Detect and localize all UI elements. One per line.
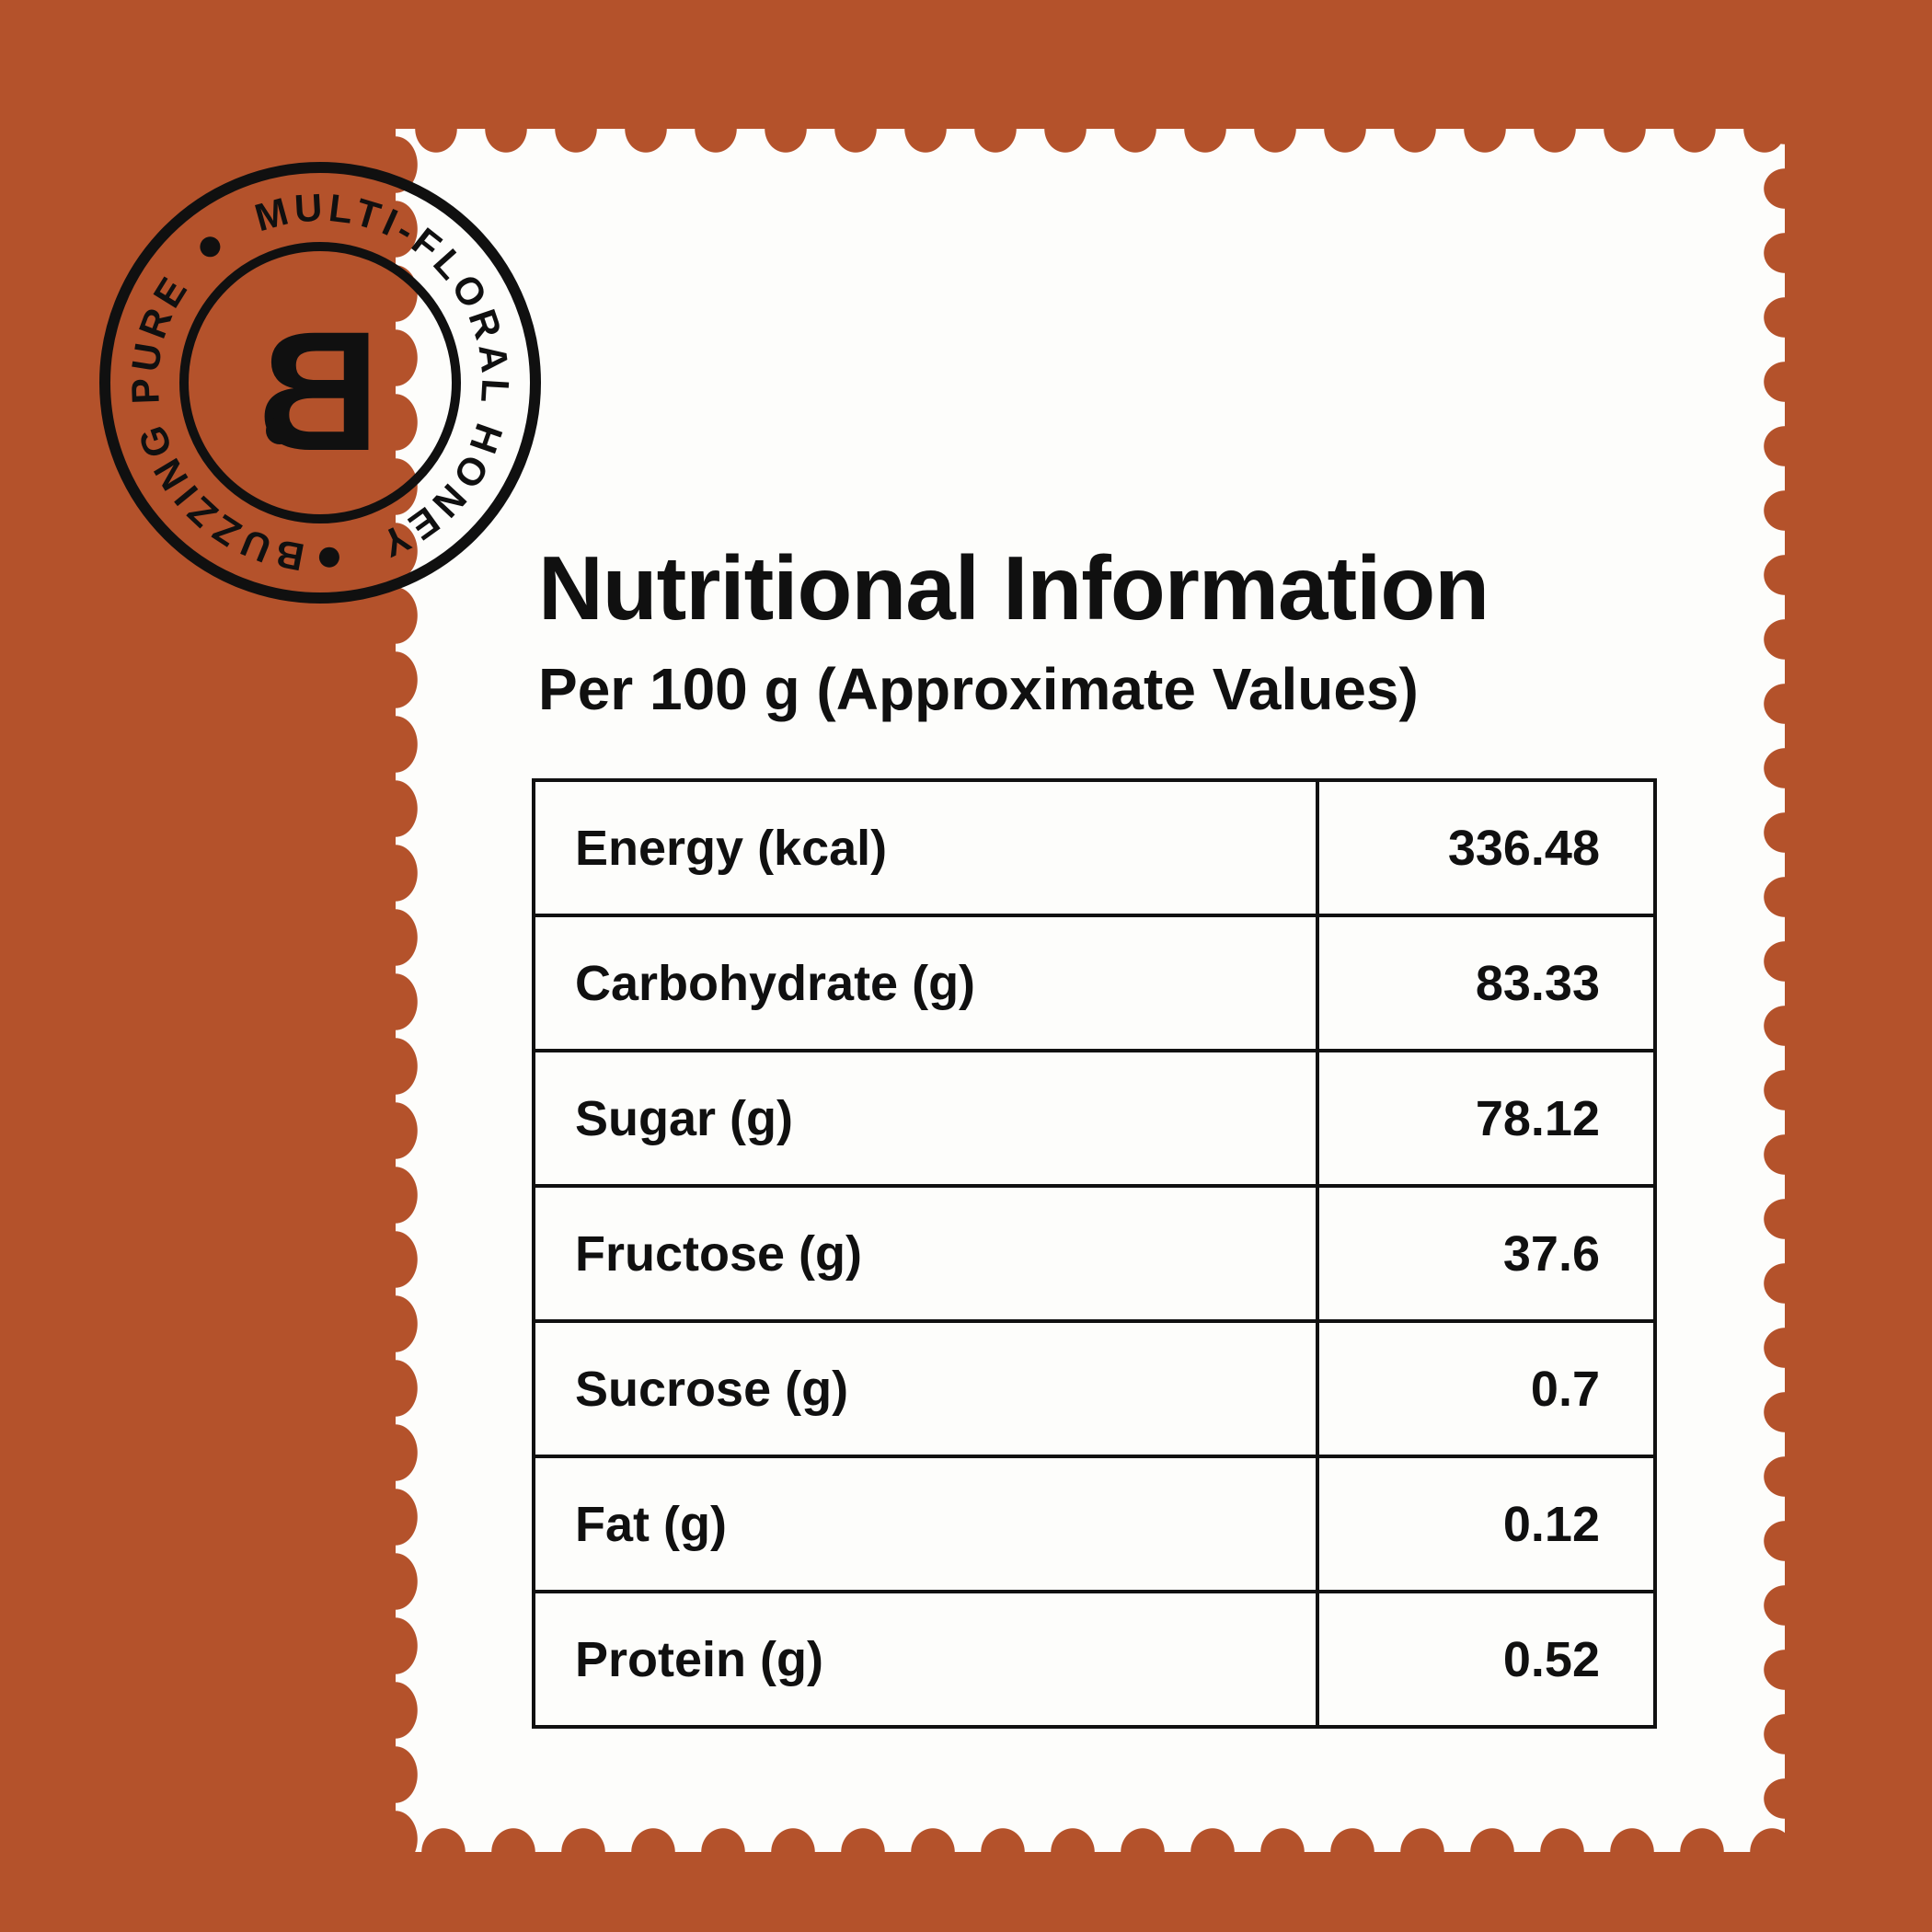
logo-separator-dot (200, 236, 221, 258)
nutrient-value: 0.52 (1316, 1590, 1657, 1729)
table-row: Sugar (g) 78.12 (532, 1049, 1657, 1188)
nutrient-label: Carbohydrate (g) (532, 914, 1319, 1052)
perforation-top-edge (390, 105, 1790, 153)
logo-monogram-dot (266, 417, 293, 444)
nutrient-label: Fructose (g) (532, 1184, 1319, 1323)
nutrient-label: Fat (g) (532, 1455, 1319, 1593)
nutrient-label: Protein (g) (532, 1590, 1319, 1729)
perforation-bottom-edge (390, 1828, 1790, 1876)
table-row: Sucrose (g) 0.7 (532, 1319, 1657, 1458)
perforation-right-edge (1763, 123, 1807, 1857)
table-row: Carbohydrate (g) 83.33 (532, 914, 1657, 1052)
table-row: Fat (g) 0.12 (532, 1455, 1657, 1593)
logo-outer-ring (99, 162, 541, 604)
page-title: Nutritional Information (538, 537, 1489, 638)
page-subtitle: Per 100 g (Approximate Values) (538, 656, 1419, 722)
brand-stamp-logo: MULTI-FLORAL HONEY BUZZING PURE B (99, 162, 541, 604)
nutrient-value: 336.48 (1316, 778, 1657, 917)
table-row: Fructose (g) 37.6 (532, 1184, 1657, 1323)
nutrient-label: Sugar (g) (532, 1049, 1319, 1188)
stamp-sheet: Nutritional Information Per 100 g (Appro… (374, 105, 1807, 1876)
nutrient-value: 0.7 (1316, 1319, 1657, 1458)
logo-inner-ring (179, 242, 461, 523)
nutrition-table: Energy (kcal) 336.48 Carbohydrate (g) 83… (532, 778, 1657, 1729)
nutrient-value: 37.6 (1316, 1184, 1657, 1323)
table-row: Energy (kcal) 336.48 (532, 778, 1657, 917)
logo-separator-dot (318, 546, 339, 568)
nutrient-value: 0.12 (1316, 1455, 1657, 1593)
nutrient-value: 78.12 (1316, 1049, 1657, 1188)
nutrient-label: Sucrose (g) (532, 1319, 1319, 1458)
logo-monogram: B (257, 297, 380, 487)
nutrient-value: 83.33 (1316, 914, 1657, 1052)
nutrient-label: Energy (kcal) (532, 778, 1319, 917)
table-row: Protein (g) 0.52 (532, 1590, 1657, 1729)
